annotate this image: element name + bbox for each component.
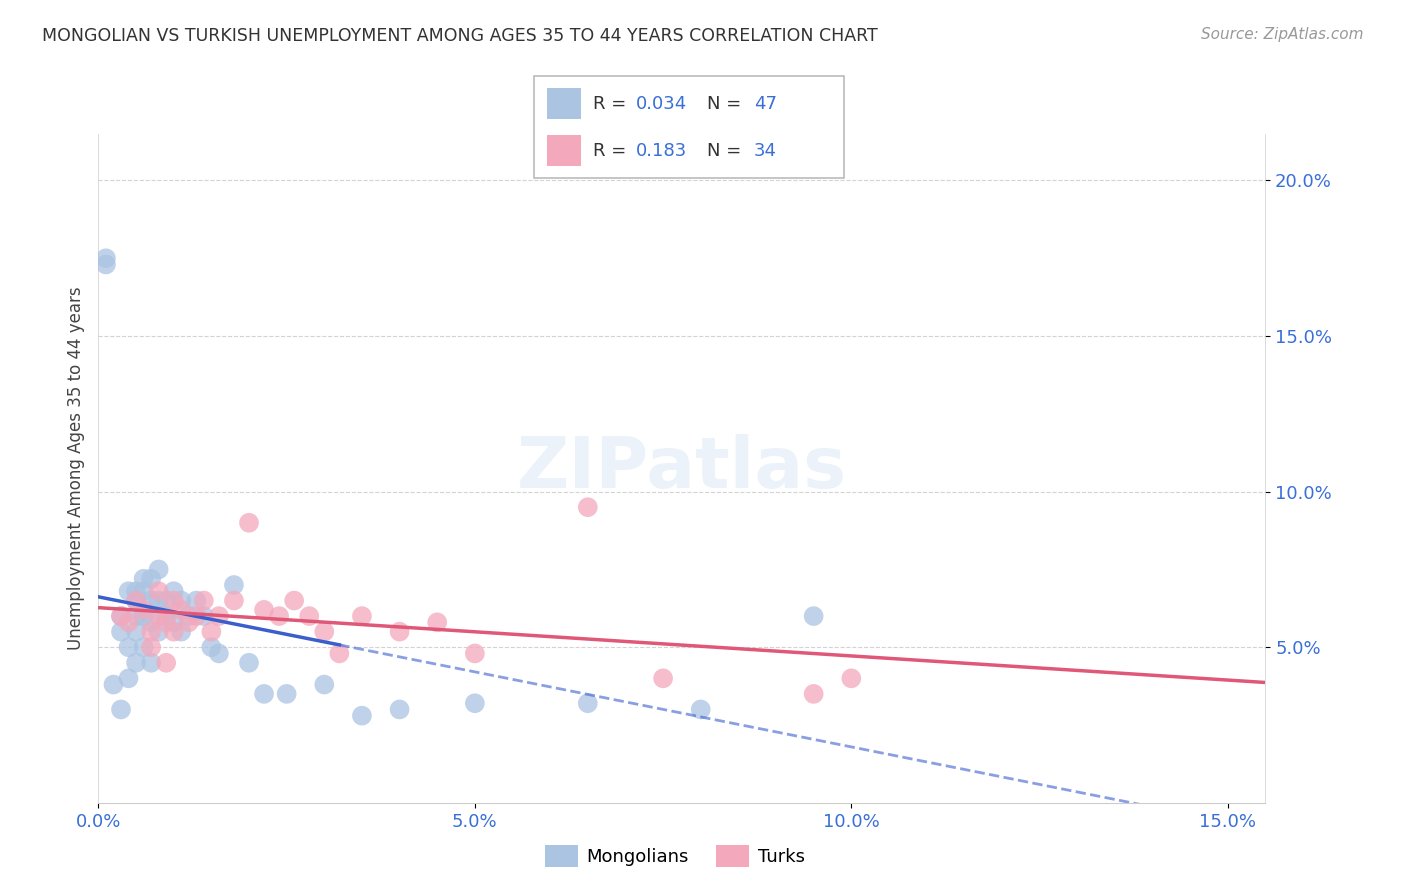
- Text: R =: R =: [593, 95, 626, 112]
- Text: MONGOLIAN VS TURKISH UNEMPLOYMENT AMONG AGES 35 TO 44 YEARS CORRELATION CHART: MONGOLIAN VS TURKISH UNEMPLOYMENT AMONG …: [42, 27, 877, 45]
- Point: [132, 572, 155, 586]
- Point: [314, 624, 336, 639]
- Point: [276, 687, 298, 701]
- Point: [222, 593, 245, 607]
- Point: [139, 593, 162, 607]
- Point: [186, 609, 208, 624]
- Point: [139, 624, 162, 639]
- Point: [388, 624, 411, 639]
- Point: [139, 640, 162, 655]
- Point: [117, 584, 139, 599]
- Point: [117, 640, 139, 655]
- Point: [103, 677, 125, 691]
- Point: [125, 584, 148, 599]
- Point: [186, 593, 208, 607]
- Point: [132, 603, 155, 617]
- Point: [163, 584, 186, 599]
- Point: [576, 696, 599, 710]
- Text: ZIPatlas: ZIPatlas: [517, 434, 846, 503]
- Point: [426, 615, 449, 630]
- Point: [193, 593, 215, 607]
- Point: [94, 252, 117, 266]
- Point: [177, 615, 200, 630]
- Point: [125, 624, 148, 639]
- Point: [125, 609, 148, 624]
- Point: [132, 609, 155, 624]
- Text: 47: 47: [754, 95, 778, 112]
- Point: [298, 609, 321, 624]
- Point: [350, 609, 373, 624]
- Point: [328, 647, 350, 661]
- Legend: Mongolians, Turks: Mongolians, Turks: [538, 838, 811, 874]
- Point: [689, 702, 711, 716]
- Point: [170, 603, 193, 617]
- Point: [117, 671, 139, 685]
- Text: R =: R =: [593, 142, 626, 160]
- Point: [155, 656, 177, 670]
- Point: [132, 584, 155, 599]
- Point: [253, 687, 276, 701]
- Point: [148, 562, 170, 576]
- Point: [193, 609, 215, 624]
- Text: 34: 34: [754, 142, 778, 160]
- Point: [163, 615, 186, 630]
- Point: [576, 500, 599, 515]
- Y-axis label: Unemployment Among Ages 35 to 44 years: Unemployment Among Ages 35 to 44 years: [66, 286, 84, 650]
- Point: [803, 687, 825, 701]
- Text: 0.034: 0.034: [637, 95, 688, 112]
- Point: [253, 603, 276, 617]
- Point: [269, 609, 291, 624]
- Point: [139, 572, 162, 586]
- Point: [110, 624, 132, 639]
- Point: [125, 656, 148, 670]
- Point: [464, 696, 486, 710]
- Point: [170, 624, 193, 639]
- Point: [155, 609, 177, 624]
- Point: [238, 516, 260, 530]
- Point: [148, 624, 170, 639]
- Text: Source: ZipAtlas.com: Source: ZipAtlas.com: [1201, 27, 1364, 42]
- Text: N =: N =: [707, 142, 742, 160]
- Point: [125, 593, 148, 607]
- Point: [155, 593, 177, 607]
- Point: [139, 615, 162, 630]
- Point: [177, 609, 200, 624]
- Point: [170, 593, 193, 607]
- Point: [314, 677, 336, 691]
- Point: [803, 609, 825, 624]
- Point: [163, 593, 186, 607]
- Point: [208, 609, 231, 624]
- Point: [94, 258, 117, 272]
- Point: [839, 671, 862, 685]
- Point: [222, 578, 245, 592]
- Text: 0.183: 0.183: [637, 142, 688, 160]
- Point: [652, 671, 675, 685]
- Point: [132, 640, 155, 655]
- Point: [350, 708, 373, 723]
- Point: [148, 584, 170, 599]
- Point: [208, 647, 231, 661]
- Point: [139, 656, 162, 670]
- Point: [148, 609, 170, 624]
- Point: [238, 656, 260, 670]
- Point: [200, 624, 222, 639]
- Point: [163, 624, 186, 639]
- Point: [464, 647, 486, 661]
- FancyBboxPatch shape: [547, 136, 581, 166]
- Point: [200, 640, 222, 655]
- Point: [117, 615, 139, 630]
- Point: [110, 702, 132, 716]
- Text: N =: N =: [707, 95, 742, 112]
- FancyBboxPatch shape: [534, 76, 844, 178]
- Point: [148, 593, 170, 607]
- Point: [155, 615, 177, 630]
- FancyBboxPatch shape: [547, 88, 581, 119]
- Point: [283, 593, 305, 607]
- Point: [125, 593, 148, 607]
- Point: [388, 702, 411, 716]
- Point: [110, 609, 132, 624]
- Point: [110, 609, 132, 624]
